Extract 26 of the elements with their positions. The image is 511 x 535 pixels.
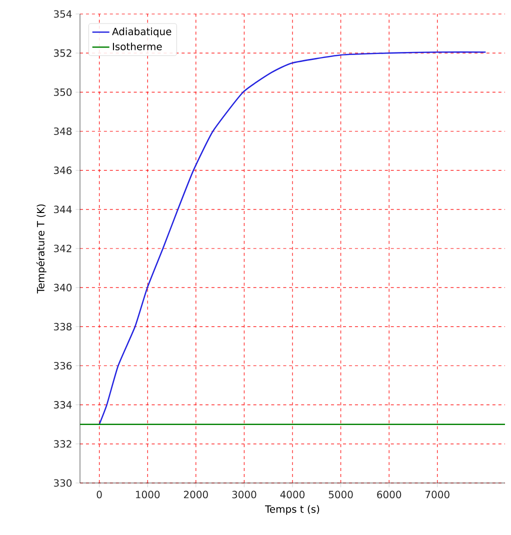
y-tick-label: 352 — [54, 49, 72, 57]
y-tick-label: 342 — [54, 244, 72, 252]
x-tick-label: 3000 — [232, 490, 256, 498]
x-axis-title: Temps t (s) — [264, 505, 320, 515]
y-tick-label: 330 — [54, 479, 72, 487]
y-tick-label: 348 — [54, 127, 72, 136]
y-tick-label: 332 — [54, 440, 72, 448]
y-tick-label: 344 — [54, 206, 72, 214]
y-tick-label: 350 — [54, 88, 72, 96]
x-tick-label: 5000 — [328, 490, 353, 498]
y-tick-label: 334 — [54, 401, 72, 409]
x-tick-label: 0 — [96, 490, 102, 498]
line-series — [98, 51, 486, 426]
y-tick-label: 336 — [54, 362, 72, 370]
x-tick-label: 4000 — [280, 490, 305, 498]
x-tick-label: 1000 — [136, 490, 160, 498]
legend-label: Adiabatique — [112, 28, 172, 38]
y-tick-label: 346 — [54, 166, 72, 174]
x-tick-label: 2000 — [184, 490, 208, 498]
y-tick-label: 354 — [54, 10, 72, 18]
x-tick-label: 6000 — [377, 490, 402, 498]
x-tick-label: 7000 — [426, 490, 450, 498]
y-tick-label: 338 — [54, 322, 72, 330]
y-axis-title: Température T (K) — [36, 204, 46, 294]
y-tick-label: 340 — [54, 284, 72, 292]
legend-label: Isotherme — [112, 42, 162, 50]
